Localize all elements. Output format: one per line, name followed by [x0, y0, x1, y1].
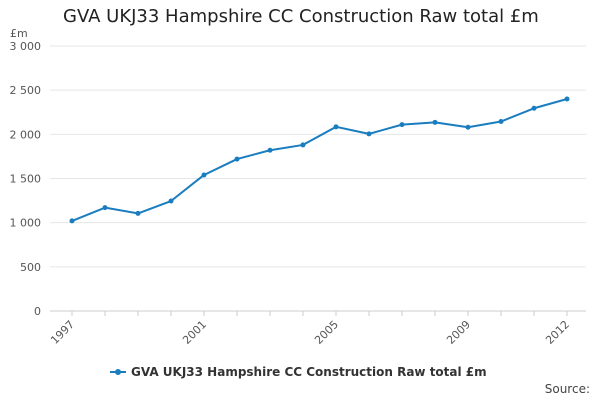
x-tick-label: 2012 [543, 318, 572, 347]
source-label[interactable]: Source: [544, 382, 590, 396]
data-point [69, 218, 75, 224]
legend[interactable]: GVA UKJ33 Hampshire CC Construction Raw … [110, 365, 487, 379]
data-point [201, 172, 207, 178]
data-point [234, 156, 240, 162]
data-point [267, 147, 273, 153]
data-point [135, 210, 141, 216]
x-tick-label: 1997 [48, 318, 77, 347]
data-point [102, 205, 108, 211]
x-tick-label: 2009 [444, 318, 473, 347]
data-point [366, 131, 372, 137]
x-tick-label: 2001 [180, 318, 209, 347]
data-point [564, 96, 570, 102]
x-tick-label: 2005 [312, 318, 341, 347]
data-point [168, 198, 174, 204]
y-tick-label: 2 500 [10, 84, 42, 97]
legend-line-marker-icon [110, 369, 126, 375]
y-tick-label: 2 000 [10, 128, 42, 141]
data-point [399, 122, 405, 128]
legend-label: GVA UKJ33 Hampshire CC Construction Raw … [131, 365, 487, 379]
y-tick-label: 3 000 [10, 40, 42, 53]
data-point [465, 124, 471, 130]
y-tick-label: 1 500 [10, 173, 42, 186]
data-point [531, 105, 537, 111]
data-point [300, 142, 306, 148]
data-point [498, 119, 504, 125]
data-point [432, 119, 438, 125]
data-point [333, 124, 339, 130]
y-tick-label: 0 [34, 305, 41, 318]
y-tick-label: 1 000 [10, 217, 42, 230]
chart-title: GVA UKJ33 Hampshire CC Construction Raw … [63, 6, 539, 27]
y-axis-unit: £m [10, 27, 28, 40]
y-tick-label: 500 [20, 261, 41, 274]
series-line [71, 98, 568, 222]
